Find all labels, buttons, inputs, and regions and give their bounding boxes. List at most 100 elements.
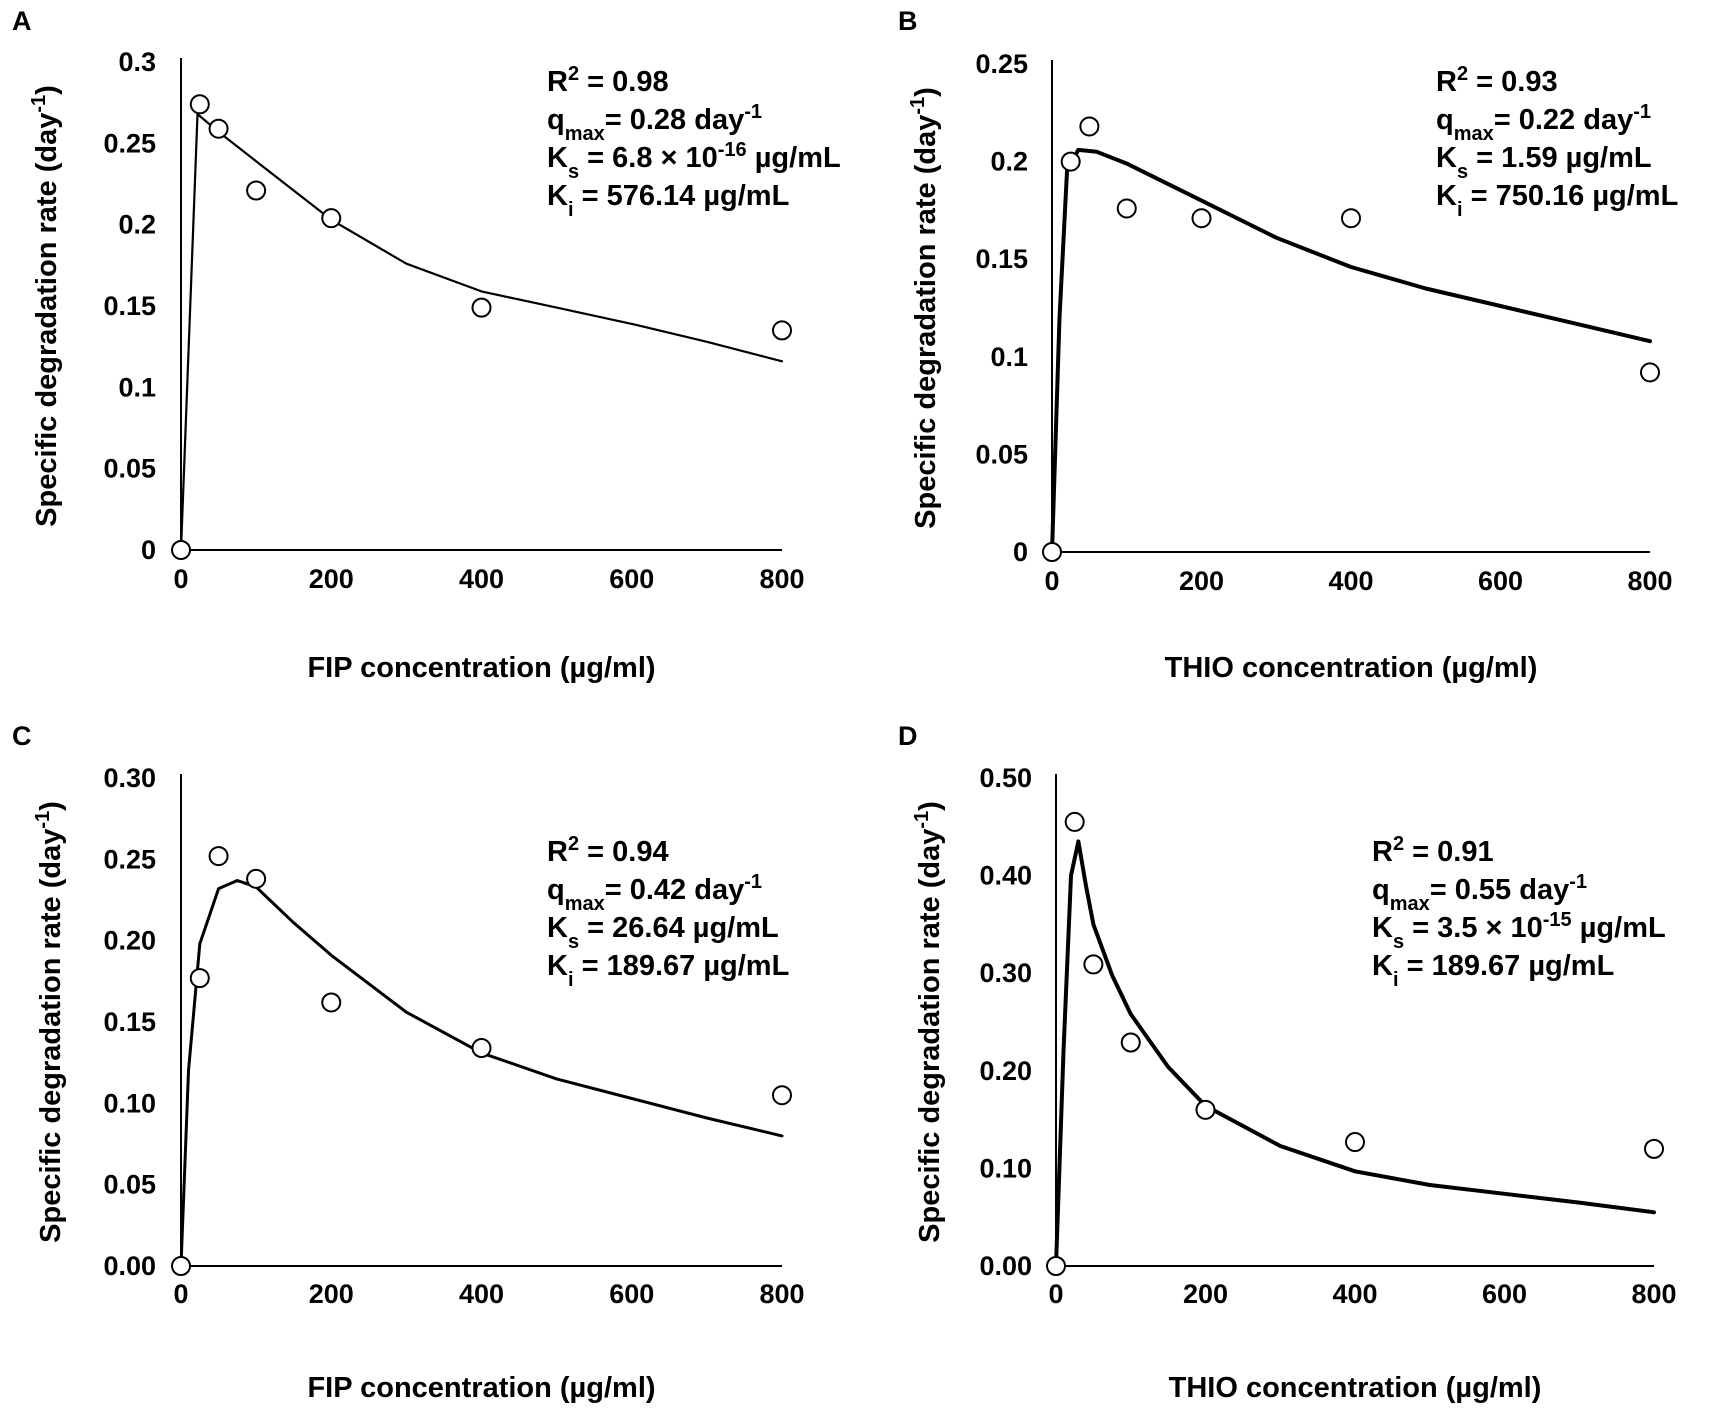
panel-d-data-point <box>1644 1138 1664 1159</box>
panel-c-fit-curve <box>179 879 784 1268</box>
panel-c-x-tick-label: 0 <box>173 1279 188 1309</box>
panel-d-y-tick-label: 0.40 <box>979 861 1032 891</box>
panel-b-x-tick-label: 600 <box>1478 566 1523 596</box>
panel-a-annotation-ki: Ki = 576.14 µg/mL <box>547 180 789 221</box>
panel-a-x-tick-label: 800 <box>759 564 804 594</box>
panel-a-data-point <box>321 208 342 229</box>
panel-a-data-point <box>772 320 792 341</box>
panel-c-y-tick-label: 0.25 <box>103 844 156 874</box>
panel-d-data-point <box>1064 811 1085 832</box>
panel-b-fit-curve <box>1050 147 1652 554</box>
panel-a-y-tick-label: 0.1 <box>118 372 156 402</box>
panel-b-x-tick-label: 800 <box>1627 566 1672 596</box>
panel-d-y-tick-label: 0.50 <box>979 763 1032 793</box>
panel-c-y-tick-label: 0.10 <box>103 1088 156 1118</box>
panel-c-y-tick-label: 0.30 <box>103 763 156 793</box>
panel-d-y-tick-label: 0.20 <box>979 1056 1032 1086</box>
panel-a-data-point <box>171 540 191 560</box>
panel-a-y-axis-title: Specific degradation rate (day-1) <box>28 85 63 527</box>
panel-a-data-point <box>471 297 492 318</box>
panel-c-y-tick-label: 0.00 <box>103 1251 156 1281</box>
panel-a-x-axis-title: FIP concentration (µg/ml) <box>307 652 655 684</box>
panel-a-letter: A <box>12 6 32 36</box>
panel-d-y-tick-label: 0.10 <box>979 1153 1032 1183</box>
panel-c-data-point <box>208 846 229 867</box>
panel-c-data-point <box>471 1038 492 1059</box>
panel-b-x-tick-label: 400 <box>1328 566 1373 596</box>
panel-d-x-tick-label: 800 <box>1631 1279 1676 1309</box>
panel-b-letter: B <box>898 6 918 36</box>
panel-d-x-axis-title: THIO concentration (µg/ml) <box>1169 1372 1542 1404</box>
panel-a-x-tick-label: 400 <box>459 564 504 594</box>
panel-b-x-tick-label: 200 <box>1179 566 1224 596</box>
panel-d-y-tick-label: 0.00 <box>979 1251 1032 1281</box>
panel-d-x-tick-label: 600 <box>1482 1279 1527 1309</box>
panel-d: D 0.00 0.10 0.20 0.30 0.40 0.50 0 200 400 600 800 TH… <box>898 721 1677 1404</box>
panel-d-fit-curve <box>1054 839 1656 1268</box>
panel-c-y-tick-label: 0.05 <box>103 1170 156 1200</box>
panel-b-y-tick-label: 0.05 <box>975 439 1028 469</box>
panel-c-y-tick-label: 0.20 <box>103 926 156 956</box>
panel-c-x-tick-label: 600 <box>609 1279 654 1309</box>
panel-b-x-axis-title: THIO concentration (µg/ml) <box>1165 652 1538 684</box>
panel-c-x-tick-label: 200 <box>309 1279 354 1309</box>
panel-a-y-tick-label: 0.05 <box>103 454 156 484</box>
panel-b-data-point <box>1079 116 1100 137</box>
panel-d-annotation-ks: Ks = 3.5 × 10-15 µg/mL <box>1372 909 1666 953</box>
panel-b-annotation-ki: Ki = 750.16 µg/mL <box>1436 180 1678 221</box>
panel-b-data-point <box>1191 208 1212 229</box>
panel-a-y-tick-label: 0 <box>141 535 156 565</box>
panel-a-x-tick-label: 200 <box>309 564 354 594</box>
panel-c-annotation-ki: Ki = 189.67 µg/mL <box>547 950 789 991</box>
panel-a-x-tick-label: 0 <box>173 564 188 594</box>
panel-b-annotation-ks: Ks = 1.59 µg/mL <box>1436 142 1652 183</box>
panel-a-annotation-ks: Ks = 6.8 × 10-16 µg/mL <box>547 139 841 183</box>
panel-c-x-tick-label: 800 <box>759 1279 804 1309</box>
panel-b-annotation-r2: R2 = 0.93 <box>1436 63 1558 98</box>
panel-b-y-tick-label: 0.15 <box>975 244 1028 274</box>
panel-c-data-point <box>246 868 267 889</box>
panel-d-data-point <box>1120 1032 1141 1053</box>
panel-b-data-point <box>1060 151 1081 172</box>
panel-a-data-point <box>208 118 229 139</box>
panel-d-x-tick-label: 400 <box>1332 1279 1377 1309</box>
panel-c-annotation-r2: R2 = 0.94 <box>547 833 669 868</box>
panel-c-data-point <box>189 968 210 989</box>
panel-c-data-point <box>171 1256 191 1276</box>
panel-c: C 0.00 0.05 0.10 0.15 0.20 0.25 0.30 0 200 400 600 8… <box>12 721 805 1404</box>
panel-a-annotation-r2: R2 = 0.98 <box>547 63 669 98</box>
panel-c-x-tick-label: 400 <box>459 1279 504 1309</box>
panel-d-y-tick-label: 0.30 <box>979 958 1032 988</box>
panel-d-data-point <box>1345 1132 1365 1153</box>
panel-c-data-point <box>772 1085 792 1106</box>
panel-d-x-tick-label: 0 <box>1048 1279 1063 1309</box>
panel-b-data-point <box>1116 198 1137 219</box>
panel-b-y-tick-label: 0 <box>1013 537 1028 567</box>
panel-b-y-tick-label: 0.1 <box>990 342 1028 372</box>
panel-c-annotation-qmax: qmax= 0.42 day-1 <box>547 871 762 915</box>
panel-b-data-point <box>1640 362 1660 383</box>
panel-a-y-tick-label: 0.3 <box>118 47 156 77</box>
panel-d-y-axis-title: Specific degradation rate (day-1) <box>911 801 946 1243</box>
panel-c-letter: C <box>12 721 32 751</box>
panel-b-data-point <box>1341 208 1361 229</box>
panel-c-data-point <box>321 992 342 1013</box>
panel-a-annotation-qmax: qmax= 0.28 day-1 <box>547 101 762 145</box>
panel-d-data-point <box>1083 954 1104 975</box>
panel-a-data-point <box>246 180 267 201</box>
panel-b-x-tick-label: 0 <box>1044 566 1059 596</box>
panel-b-annotation-qmax: qmax= 0.22 day-1 <box>1436 101 1651 145</box>
panel-b-y-tick-label: 0.2 <box>990 147 1028 177</box>
panel-b-y-axis-title: Specific degradation rate (day-1) <box>907 87 942 529</box>
panel-d-annotation-ki: Ki = 189.67 µg/mL <box>1372 950 1614 991</box>
panel-c-annotation-ks: Ks = 26.64 µg/mL <box>547 912 779 953</box>
panel-d-data-point <box>1195 1099 1216 1120</box>
panel-d-letter: D <box>898 721 918 751</box>
panel-c-y-axis-title: Specific degradation rate (day-1) <box>32 801 67 1243</box>
panel-b: B 0 0.05 0.1 0.15 0.2 0.25 0 200 400 600 800 THIO co… <box>898 6 1678 684</box>
panel-a-x-tick-label: 600 <box>609 564 654 594</box>
panel-d-x-tick-label: 200 <box>1183 1279 1228 1309</box>
panel-a-y-tick-label: 0.15 <box>103 291 156 321</box>
panel-d-data-point <box>1046 1256 1066 1276</box>
